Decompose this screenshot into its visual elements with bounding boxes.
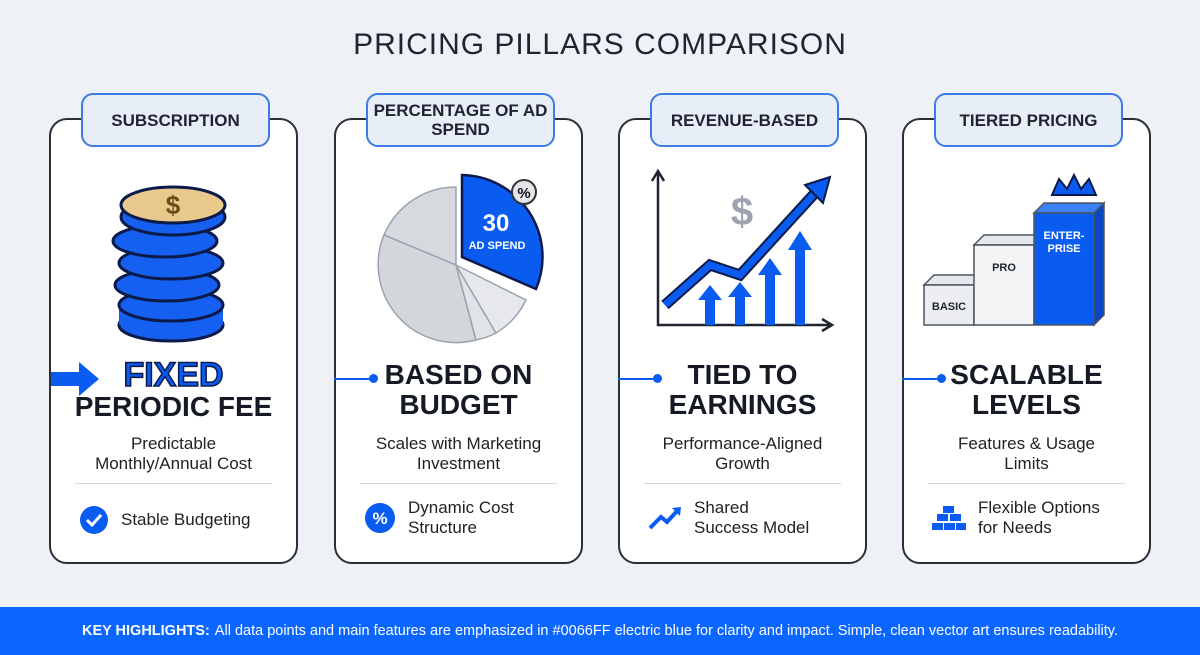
pillar-description: Scales with Marketing Investment bbox=[375, 434, 542, 473]
pillar-description: Features & Usage Limits bbox=[957, 434, 1095, 473]
connector-line bbox=[618, 374, 662, 383]
stacked-blocks-icon bbox=[932, 506, 966, 530]
divider bbox=[644, 483, 841, 484]
dollar-symbol: $ bbox=[731, 190, 753, 234]
divider bbox=[360, 483, 557, 484]
feature-label: Stable Budgeting bbox=[121, 510, 251, 529]
pillar-headline: BASED ON BUDGET bbox=[384, 359, 533, 420]
percent-badge-icon: % bbox=[365, 503, 395, 533]
pillar-card-tiered: TIERED PRICING BASIC PRO ENTER-PRISE SCA… bbox=[902, 93, 1151, 564]
svg-text:%: % bbox=[372, 509, 387, 528]
arrow-right-icon bbox=[51, 362, 99, 396]
divider bbox=[928, 483, 1125, 484]
trend-arrow-icon bbox=[648, 507, 681, 530]
headline-emphasis: FIXED bbox=[123, 356, 225, 394]
tier-steps: BASIC PRO ENTER-PRISE bbox=[922, 172, 1106, 327]
pillar-headline: TIED TO EARNINGS bbox=[668, 359, 817, 420]
pie-value: 30 bbox=[483, 210, 510, 237]
footer-text: All data points and main features are em… bbox=[214, 623, 1119, 639]
growth-chart: $ bbox=[650, 168, 835, 333]
divider bbox=[75, 483, 272, 484]
pillar-tab: REVENUE-BASED bbox=[650, 93, 839, 147]
connector-line bbox=[334, 374, 378, 383]
pillar-card-ad-spend: PERCENTAGE OF AD SPEND % 30 AD SPEND BAS… bbox=[334, 93, 583, 564]
check-badge-icon bbox=[80, 506, 108, 534]
headline-text: PERIODIC FEE bbox=[74, 391, 273, 422]
feature-label: Flexible Options for Needs bbox=[978, 498, 1100, 537]
pillar-card-revenue: REVENUE-BASED $ TIED TO EARNINGS Perform… bbox=[618, 93, 867, 564]
pillar-tab: TIERED PRICING bbox=[934, 93, 1123, 147]
connector-line bbox=[902, 374, 946, 383]
pillar-description: Performance-Aligned Growth bbox=[662, 434, 823, 473]
tier-label-basic: BASIC bbox=[932, 301, 966, 313]
key-highlights-banner: KEY HIGHLIGHTS: All data points and main… bbox=[0, 607, 1200, 655]
feature-label: Shared Success Model bbox=[694, 498, 810, 537]
feature-label: Dynamic Cost Structure bbox=[408, 498, 514, 537]
pie-chart: % 30 AD SPEND bbox=[377, 173, 544, 344]
pillar-headline: SCALABLE LEVELS bbox=[950, 359, 1103, 420]
tier-label-enterprise: ENTER-PRISE bbox=[1043, 230, 1085, 255]
pillar-card-subscription: SUBSCRIPTION $ FIXED PERIODIC FEE Predict… bbox=[49, 93, 298, 564]
pillar-feature: Shared Success Model bbox=[648, 498, 848, 538]
pillar-tab: PERCENTAGE OF AD SPEND bbox=[366, 93, 555, 147]
coin-stack-icon: $ bbox=[111, 185, 227, 343]
page-title: PRICING PILLARS COMPARISON bbox=[353, 28, 847, 61]
footer-label: KEY HIGHLIGHTS: bbox=[81, 623, 210, 639]
pillar-description: Predictable Monthly/Annual Cost bbox=[95, 434, 252, 473]
pillar-feature: Stable Budgeting bbox=[79, 505, 279, 535]
pillar-headline: FIXED PERIODIC FEE bbox=[51, 357, 296, 422]
svg-text:$: $ bbox=[166, 190, 181, 220]
pie-label: AD SPEND bbox=[469, 240, 526, 252]
tier-label-pro: PRO bbox=[992, 262, 1016, 274]
pillar-feature: % Dynamic Cost Structure bbox=[364, 498, 564, 538]
pillar-feature: Flexible Options for Needs bbox=[932, 498, 1132, 538]
pillar-tab: SUBSCRIPTION bbox=[81, 93, 270, 147]
percent-badge: % bbox=[517, 185, 530, 202]
